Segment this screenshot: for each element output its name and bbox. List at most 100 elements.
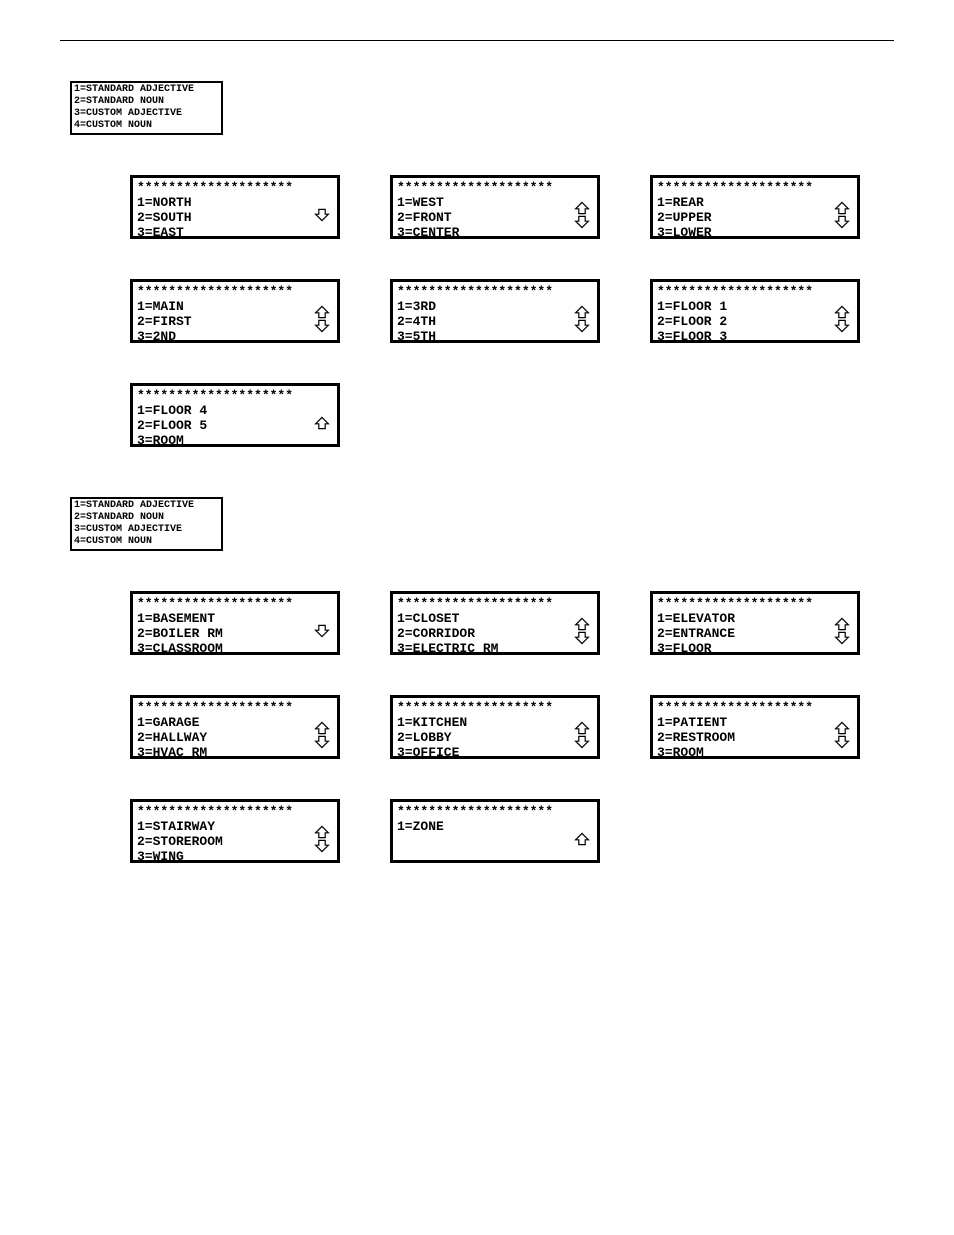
panel-line: 2=STOREROOM	[137, 834, 333, 849]
panel-line: 1=KITCHEN	[397, 715, 593, 730]
panel-line: 1=PATIENT	[657, 715, 853, 730]
scroll-arrows	[571, 716, 593, 754]
panel-header: ********************	[137, 804, 333, 819]
panel-row: ********************1=NORTH2=SOUTH3=EAST…	[130, 175, 894, 239]
arrow-down-icon[interactable]	[311, 839, 333, 853]
panel-section: 1=STANDARD ADJECTIVE2=STANDARD NOUN3=CUS…	[60, 81, 894, 447]
panel-line: 3=CLASSROOM	[137, 641, 333, 656]
arrow-up-icon[interactable]	[311, 825, 333, 839]
panel-header: ********************	[397, 284, 593, 299]
panel-section: 1=STANDARD ADJECTIVE2=STANDARD NOUN3=CUS…	[60, 497, 894, 863]
arrow-down-icon[interactable]	[571, 319, 593, 333]
panel-header: ********************	[397, 596, 593, 611]
lcd-panel: ********************1=MAIN2=FIRST3=2ND	[130, 279, 340, 343]
arrow-up-icon[interactable]	[831, 721, 853, 735]
legend-line: 1=STANDARD ADJECTIVE	[74, 500, 219, 512]
arrow-up-icon[interactable]	[311, 305, 333, 319]
legend-line: 3=CUSTOM ADJECTIVE	[74, 524, 219, 536]
panel-line: 2=HALLWAY	[137, 730, 333, 745]
panel-line: 3=WING	[137, 849, 333, 864]
panel-line: 1=REAR	[657, 195, 853, 210]
arrow-up-icon[interactable]	[571, 201, 593, 215]
arrow-up-icon[interactable]	[831, 617, 853, 631]
arrow-down-icon[interactable]	[831, 631, 853, 645]
lcd-panel: ********************1=FLOOR 42=FLOOR 53=…	[130, 383, 340, 447]
scroll-arrows	[831, 196, 853, 234]
lcd-panel: ********************1=ELEVATOR2=ENTRANCE…	[650, 591, 860, 655]
arrow-down-icon[interactable]	[831, 215, 853, 229]
arrow-down-icon[interactable]	[311, 208, 333, 222]
arrow-down-icon[interactable]	[831, 319, 853, 333]
panel-line: 1=NORTH	[137, 195, 333, 210]
arrow-down-icon[interactable]	[571, 631, 593, 645]
panel-line: 3=ROOM	[137, 433, 333, 448]
arrow-down-icon[interactable]	[831, 735, 853, 749]
panel-line: 2=RESTROOM	[657, 730, 853, 745]
panel-header: ********************	[657, 596, 853, 611]
arrow-up-icon[interactable]	[571, 617, 593, 631]
panel-line: 3=EAST	[137, 225, 333, 240]
panel-line: 2=FLOOR 2	[657, 314, 853, 329]
arrow-down-icon[interactable]	[571, 215, 593, 229]
panel-line: 3=ELECTRIC RM	[397, 641, 593, 656]
panel-header: ********************	[137, 596, 333, 611]
panel-header: ********************	[397, 180, 593, 195]
menu-legend: 1=STANDARD ADJECTIVE2=STANDARD NOUN3=CUS…	[70, 81, 223, 135]
scroll-arrows	[311, 196, 333, 234]
panel-line: 2=SOUTH	[137, 210, 333, 225]
lcd-panel: ********************1=3RD2=4TH3=5TH	[390, 279, 600, 343]
arrow-up-icon[interactable]	[571, 305, 593, 319]
scroll-arrows	[571, 612, 593, 650]
scroll-arrows	[831, 612, 853, 650]
panel-line: 2=4TH	[397, 314, 593, 329]
panel-line: 3=CENTER	[397, 225, 593, 240]
arrow-up-icon[interactable]	[831, 201, 853, 215]
lcd-panel: ********************1=NORTH2=SOUTH3=EAST	[130, 175, 340, 239]
panel-line: 1=ELEVATOR	[657, 611, 853, 626]
legend-line: 2=STANDARD NOUN	[74, 96, 219, 108]
scroll-arrows	[571, 820, 593, 858]
panel-line: 2=LOBBY	[397, 730, 593, 745]
arrow-up-icon[interactable]	[831, 305, 853, 319]
scroll-arrows	[311, 820, 333, 858]
arrow-up-icon[interactable]	[311, 721, 333, 735]
arrow-up-icon[interactable]	[571, 721, 593, 735]
lcd-panel: ********************1=BASEMENT2=BOILER R…	[130, 591, 340, 655]
panel-header: ********************	[137, 388, 333, 403]
scroll-arrows	[311, 300, 333, 338]
panel-header: ********************	[137, 700, 333, 715]
arrow-down-icon[interactable]	[311, 624, 333, 638]
legend-line: 3=CUSTOM ADJECTIVE	[74, 108, 219, 120]
menu-legend: 1=STANDARD ADJECTIVE2=STANDARD NOUN3=CUS…	[70, 497, 223, 551]
panel-line: 2=BOILER RM	[137, 626, 333, 641]
panel-line: 2=UPPER	[657, 210, 853, 225]
panel-line: 1=WEST	[397, 195, 593, 210]
panel-header: ********************	[397, 804, 593, 819]
panel-line: 3=OFFICE	[397, 745, 593, 760]
scroll-arrows	[571, 300, 593, 338]
panel-line: 2=CORRIDOR	[397, 626, 593, 641]
legend-line: 2=STANDARD NOUN	[74, 512, 219, 524]
legend-line: 4=CUSTOM NOUN	[74, 120, 219, 132]
panel-line: 1=FLOOR 4	[137, 403, 333, 418]
scroll-arrows	[311, 716, 333, 754]
panel-line: 1=CLOSET	[397, 611, 593, 626]
scroll-arrows	[571, 196, 593, 234]
panel-line: 2=ENTRANCE	[657, 626, 853, 641]
arrow-down-icon[interactable]	[311, 735, 333, 749]
panel-header: ********************	[657, 180, 853, 195]
panel-line: 3=FLOOR	[657, 641, 853, 656]
panel-header: ********************	[397, 700, 593, 715]
arrow-up-icon[interactable]	[571, 832, 593, 846]
arrow-down-icon[interactable]	[311, 319, 333, 333]
panel-line: 3=HVAC RM	[137, 745, 333, 760]
content: 1=STANDARD ADJECTIVE2=STANDARD NOUN3=CUS…	[60, 81, 894, 863]
panel-header: ********************	[657, 284, 853, 299]
scroll-arrows	[311, 612, 333, 650]
arrow-down-icon[interactable]	[571, 735, 593, 749]
panel-line: 1=STAIRWAY	[137, 819, 333, 834]
arrow-up-icon[interactable]	[311, 416, 333, 430]
panel-line: 3=LOWER	[657, 225, 853, 240]
panel-line: 3=2ND	[137, 329, 333, 344]
panel-line: 3=5TH	[397, 329, 593, 344]
